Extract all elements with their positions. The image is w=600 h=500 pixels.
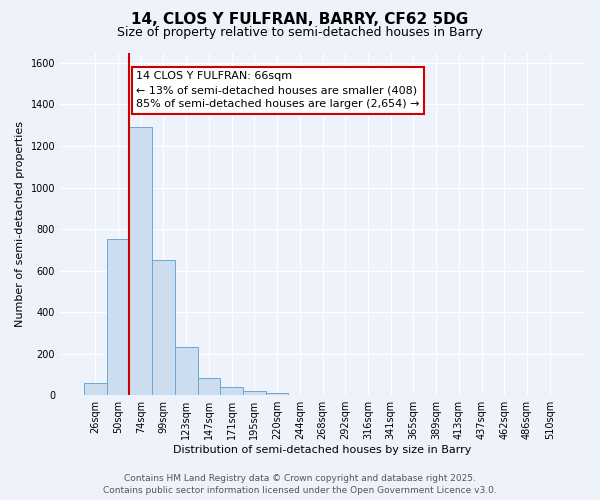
Text: Size of property relative to semi-detached houses in Barry: Size of property relative to semi-detach… xyxy=(117,26,483,39)
Text: 14, CLOS Y FULFRAN, BARRY, CF62 5DG: 14, CLOS Y FULFRAN, BARRY, CF62 5DG xyxy=(131,12,469,28)
Bar xyxy=(197,378,220,395)
Bar xyxy=(243,391,266,395)
Bar xyxy=(220,387,243,395)
Bar xyxy=(266,393,289,395)
Text: Contains HM Land Registry data © Crown copyright and database right 2025.
Contai: Contains HM Land Registry data © Crown c… xyxy=(103,474,497,495)
Bar xyxy=(152,260,175,395)
Y-axis label: Number of semi-detached properties: Number of semi-detached properties xyxy=(15,121,25,327)
X-axis label: Distribution of semi-detached houses by size in Barry: Distribution of semi-detached houses by … xyxy=(173,445,472,455)
Bar xyxy=(84,382,107,395)
Bar xyxy=(107,240,130,395)
Text: 14 CLOS Y FULFRAN: 66sqm
← 13% of semi-detached houses are smaller (408)
85% of : 14 CLOS Y FULFRAN: 66sqm ← 13% of semi-d… xyxy=(136,71,419,109)
Bar xyxy=(175,348,197,395)
Bar xyxy=(130,128,152,395)
